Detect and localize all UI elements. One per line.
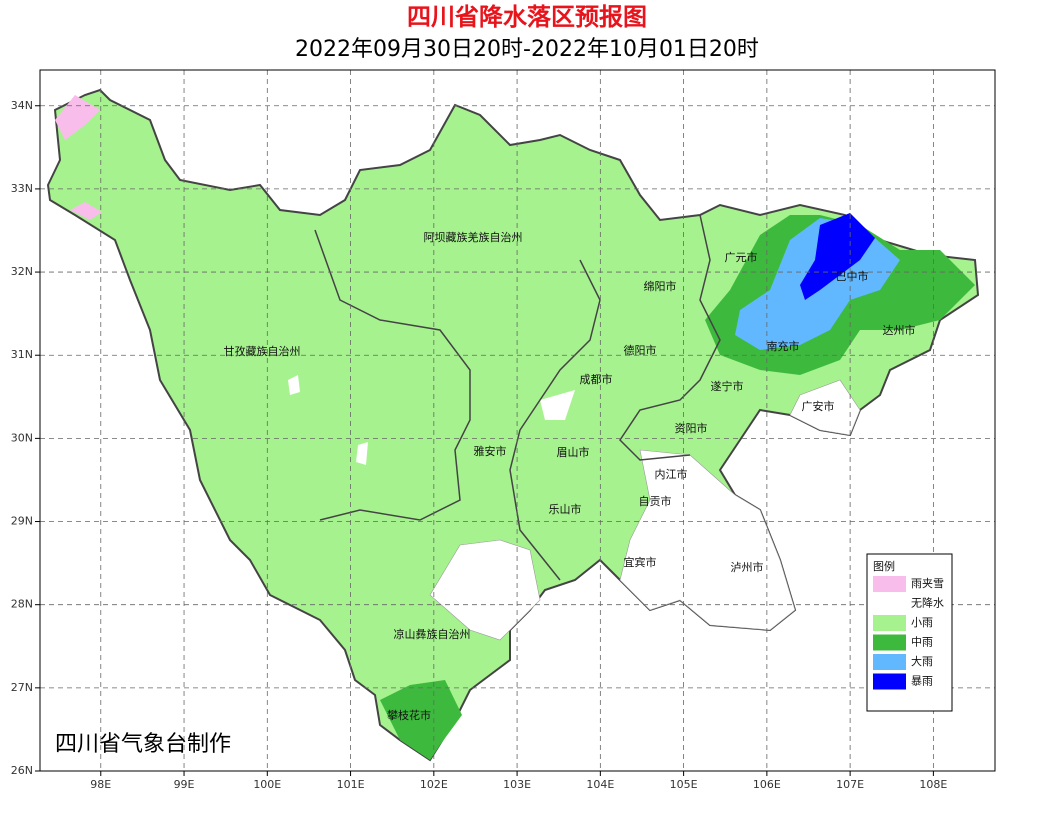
region-label: 成都市 xyxy=(580,372,613,386)
region-label: 巴中市 xyxy=(836,269,869,283)
x-tick-label: 107E xyxy=(836,778,864,791)
region-label: 乐山市 xyxy=(549,502,582,516)
city-border xyxy=(314,229,471,521)
map-title: 四川省降水落区预报图 xyxy=(407,3,647,31)
no-rain-area xyxy=(356,442,368,465)
no-rain-area xyxy=(288,375,300,395)
y-tick-label: 32N xyxy=(11,265,33,278)
legend-swatch xyxy=(873,615,906,631)
no-rain-area xyxy=(205,530,225,560)
region-label: 绵阳市 xyxy=(644,279,677,293)
legend-swatch xyxy=(873,634,906,651)
region-label: 阿坝藏族羌族自治州 xyxy=(424,230,523,244)
legend-label: 大雨 xyxy=(911,654,933,668)
moderate-rain-area xyxy=(380,680,462,760)
rainstorm-area xyxy=(800,213,875,300)
legend-title: 图例 xyxy=(873,559,895,573)
region-label: 广元市 xyxy=(725,250,758,264)
y-tick-label: 30N xyxy=(11,431,33,444)
credit: 四川省气象台制作 xyxy=(55,732,231,757)
legend-label: 中雨 xyxy=(911,636,933,649)
region-label: 攀枝花市 xyxy=(387,708,431,722)
region-label: 雅安市 xyxy=(474,444,507,458)
y-tick-label: 27N xyxy=(11,681,33,694)
city-border xyxy=(619,214,721,461)
sleet-area xyxy=(55,95,100,140)
province xyxy=(46,88,980,762)
legend-swatch xyxy=(873,654,906,670)
legend-label: 无降水 xyxy=(911,596,944,610)
no-rain-area xyxy=(619,449,796,631)
map-subtitle: 2022年09月30日20时-2022年10月01日20时 xyxy=(295,37,759,62)
region-label: 资阳市 xyxy=(675,421,708,435)
y-tick-label: 33N xyxy=(11,182,33,195)
region-label: 自贡市 xyxy=(639,494,672,508)
y-tick-label: 31N xyxy=(11,348,33,361)
region-label: 遂宁市 xyxy=(711,379,744,393)
region-label: 眉山市 xyxy=(557,445,590,459)
x-tick-label: 105E xyxy=(670,778,698,791)
no-rain-area xyxy=(540,390,575,420)
x-tick-label: 100E xyxy=(253,778,281,791)
x-tick-label: 101E xyxy=(337,778,365,791)
region-label: 达州市 xyxy=(883,323,916,337)
map-frame xyxy=(39,69,996,772)
legend-swatch xyxy=(873,595,906,612)
region-label: 凉山彝族自治州 xyxy=(394,627,471,641)
x-tick-label: 104E xyxy=(586,778,614,791)
region-label: 德阳市 xyxy=(624,343,657,357)
region-label: 宜宾市 xyxy=(624,555,657,569)
x-tick-label: 99E xyxy=(174,778,195,791)
region-label: 南充市 xyxy=(767,339,800,353)
x-tick-label: 102E xyxy=(420,778,448,791)
y-tick-label: 26N xyxy=(11,764,33,777)
legend-swatch xyxy=(873,576,906,592)
x-tick-label: 106E xyxy=(753,778,781,791)
y-tick-label: 34N xyxy=(11,99,33,112)
legend-label: 小雨 xyxy=(911,616,933,629)
x-tick-label: 98E xyxy=(90,778,111,791)
legend-swatch xyxy=(873,673,906,690)
x-tick-label: 103E xyxy=(503,778,531,791)
region-label: 泸州市 xyxy=(731,560,764,574)
region-label: 广安市 xyxy=(802,399,835,413)
region-label: 内江市 xyxy=(655,467,688,481)
y-tick-label: 29N xyxy=(11,515,33,528)
y-tick-label: 28N xyxy=(11,598,33,611)
x-tick-label: 108E xyxy=(919,778,947,791)
no-rain-area xyxy=(429,539,541,641)
legend-label: 暴雨 xyxy=(911,675,933,688)
city-border xyxy=(509,259,601,581)
region-label: 甘孜藏族自治州 xyxy=(224,344,301,358)
sleet-area xyxy=(70,202,102,220)
legend-label: 雨夹雪 xyxy=(911,577,944,590)
